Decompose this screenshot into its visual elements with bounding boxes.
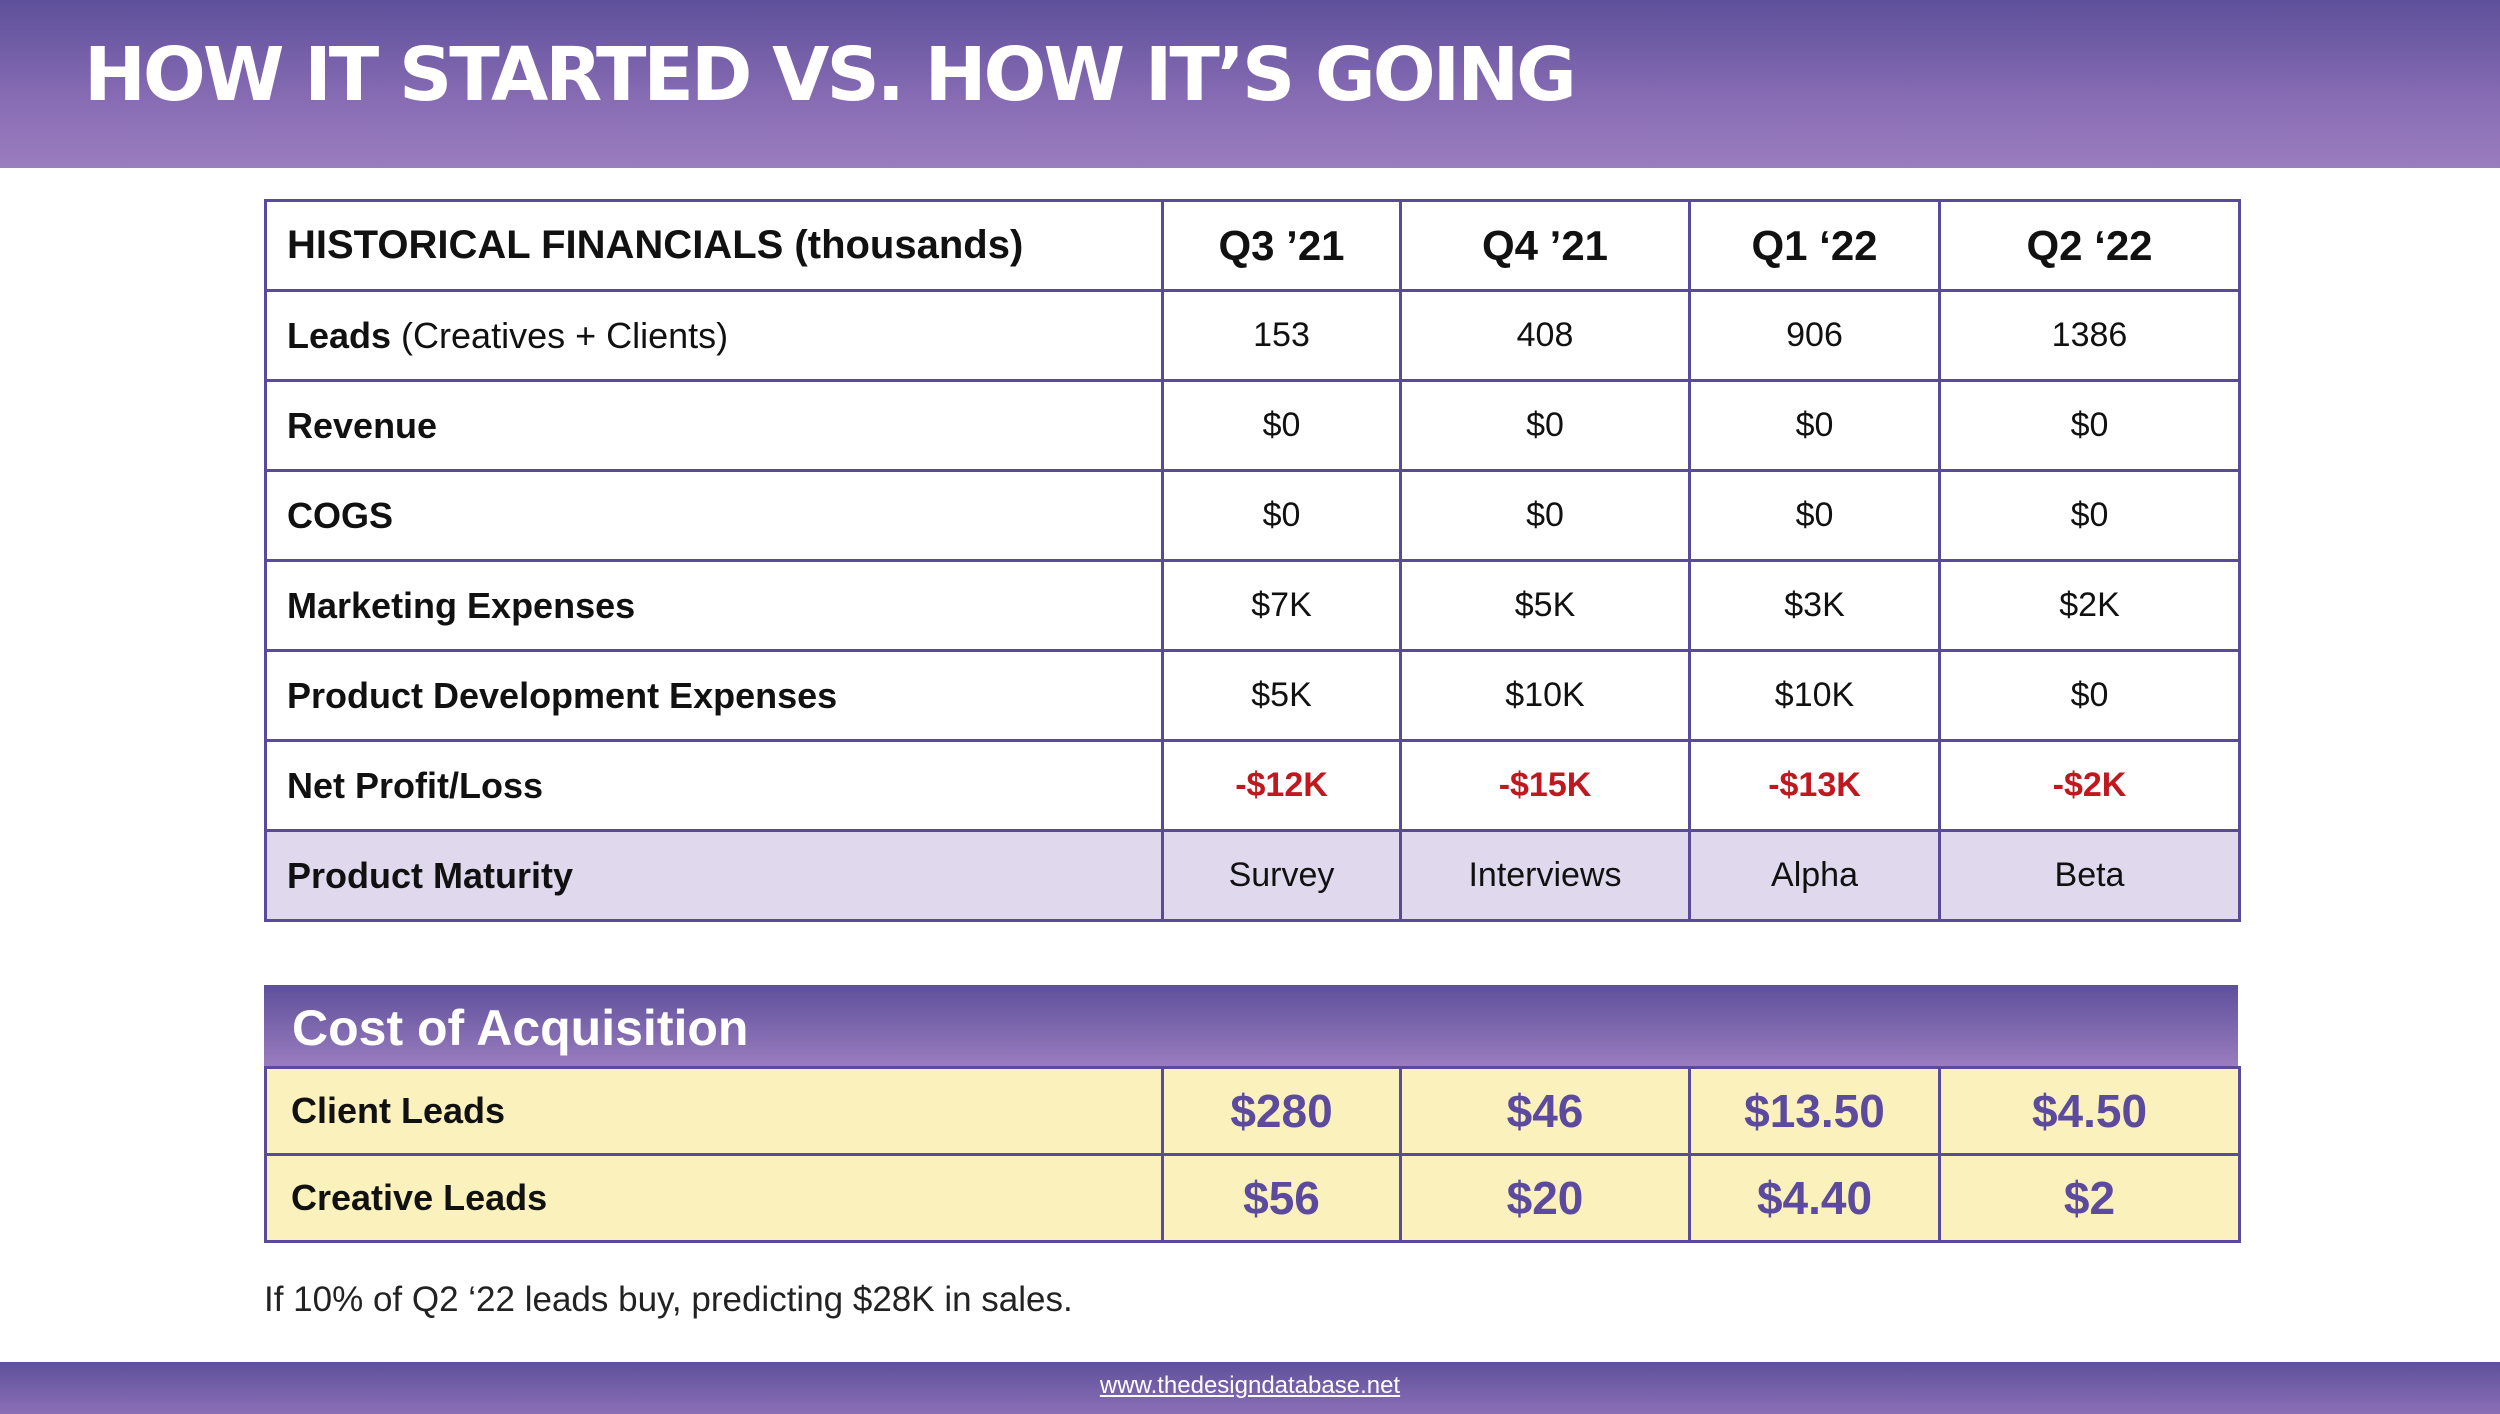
footnote: If 10% of Q2 ‘22 leads buy, predicting $… — [264, 1280, 1073, 1319]
product-maturity-row: Product Maturity Survey Interviews Alpha… — [264, 829, 2241, 922]
table-cell: $0 — [1688, 379, 1941, 472]
page-title: HOW IT STARTED VS. HOW IT’S GOING — [84, 32, 1577, 118]
financials-table: HISTORICAL FINANCIALS (thousands) Q3 ’21… — [264, 199, 2241, 922]
table-cell: $13.50 — [1688, 1066, 1941, 1156]
table-cell: $0 — [1938, 379, 2241, 472]
marketing-expenses-row: Marketing Expenses $7K $5K $3K $2K — [264, 559, 2241, 652]
leads-label: Leads — [287, 314, 392, 356]
header-band: HOW IT STARTED VS. HOW IT’S GOING — [0, 0, 2500, 168]
negative-value-cell: -$15K — [1399, 739, 1691, 832]
row-label: Client Leads — [264, 1066, 1164, 1156]
quarter-header: Q2 ‘22 — [1938, 199, 2241, 292]
table-cell: Alpha — [1688, 829, 1941, 922]
table-cell: Beta — [1938, 829, 2241, 922]
row-label: Product Maturity — [264, 829, 1164, 922]
table-cell: $4.40 — [1688, 1153, 1941, 1243]
acquisition-title: Cost of Acquisition — [292, 1000, 749, 1056]
table-cell: $0 — [1399, 379, 1691, 472]
leads-note: (Creatives + Clients) — [391, 314, 729, 356]
row-label: Leads (Creatives + Clients) — [264, 289, 1164, 382]
negative-value-cell: -$13K — [1688, 739, 1941, 832]
table-cell: 1386 — [1938, 289, 2241, 382]
table-cell: $0 — [1399, 469, 1691, 562]
table-cell: $2 — [1938, 1153, 2241, 1243]
footer-band: www.thedesigndatabase.net — [0, 1362, 2500, 1414]
table-cell: $0 — [1688, 469, 1941, 562]
negative-value-cell: -$2K — [1938, 739, 2241, 832]
client-leads-row: Client Leads $280 $46 $13.50 $4.50 — [264, 1066, 2241, 1156]
row-label: Marketing Expenses — [264, 559, 1164, 652]
creative-leads-row: Creative Leads $56 $20 $4.40 $2 — [264, 1153, 2241, 1243]
revenue-row: Revenue $0 $0 $0 $0 — [264, 379, 2241, 472]
table-cell: 408 — [1399, 289, 1691, 382]
quarter-header: Q4 ’21 — [1399, 199, 1691, 292]
quarter-header: Q3 ’21 — [1161, 199, 1402, 292]
acquisition-table: Client Leads $280 $46 $13.50 $4.50 Creat… — [264, 1066, 2241, 1243]
cogs-row: COGS $0 $0 $0 $0 — [264, 469, 2241, 562]
table-cell: $3K — [1688, 559, 1941, 652]
leads-row: Leads (Creatives + Clients) 153 408 906 … — [264, 289, 2241, 382]
table-cell: $46 — [1399, 1066, 1691, 1156]
table-cell: $0 — [1161, 379, 1402, 472]
row-label: COGS — [264, 469, 1164, 562]
table-cell: $5K — [1161, 649, 1402, 742]
table-cell: 153 — [1161, 289, 1402, 382]
table-cell: $20 — [1399, 1153, 1691, 1243]
row-label: Creative Leads — [264, 1153, 1164, 1243]
quarter-header: Q1 ‘22 — [1688, 199, 1941, 292]
row-label: Product Development Expenses — [264, 649, 1164, 742]
net-profit-loss-row: Net Profit/Loss -$12K -$15K -$13K -$2K — [264, 739, 2241, 832]
product-development-row: Product Development Expenses $5K $10K $1… — [264, 649, 2241, 742]
acquisition-header-band: Cost of Acquisition — [264, 985, 2238, 1067]
table-cell: $280 — [1161, 1066, 1402, 1156]
row-label: Net Profit/Loss — [264, 739, 1164, 832]
table-cell: $10K — [1399, 649, 1691, 742]
table-cell: Survey — [1161, 829, 1402, 922]
financials-header-row: HISTORICAL FINANCIALS (thousands) Q3 ’21… — [264, 199, 2241, 292]
table-cell: Interviews — [1399, 829, 1691, 922]
table-cell: $56 — [1161, 1153, 1402, 1243]
footer-website-link[interactable]: www.thedesigndatabase.net — [1099, 1372, 1401, 1399]
table-cell: $2K — [1938, 559, 2241, 652]
row-label: Revenue — [264, 379, 1164, 472]
table-cell: $5K — [1399, 559, 1691, 652]
table-cell: $0 — [1938, 649, 2241, 742]
table-cell: $10K — [1688, 649, 1941, 742]
negative-value-cell: -$12K — [1161, 739, 1402, 832]
table-cell: $0 — [1161, 469, 1402, 562]
table-cell: 906 — [1688, 289, 1941, 382]
table-cell: $4.50 — [1938, 1066, 2241, 1156]
table-cell: $7K — [1161, 559, 1402, 652]
table-cell: $0 — [1938, 469, 2241, 562]
financials-header-label: HISTORICAL FINANCIALS (thousands) — [264, 199, 1164, 292]
